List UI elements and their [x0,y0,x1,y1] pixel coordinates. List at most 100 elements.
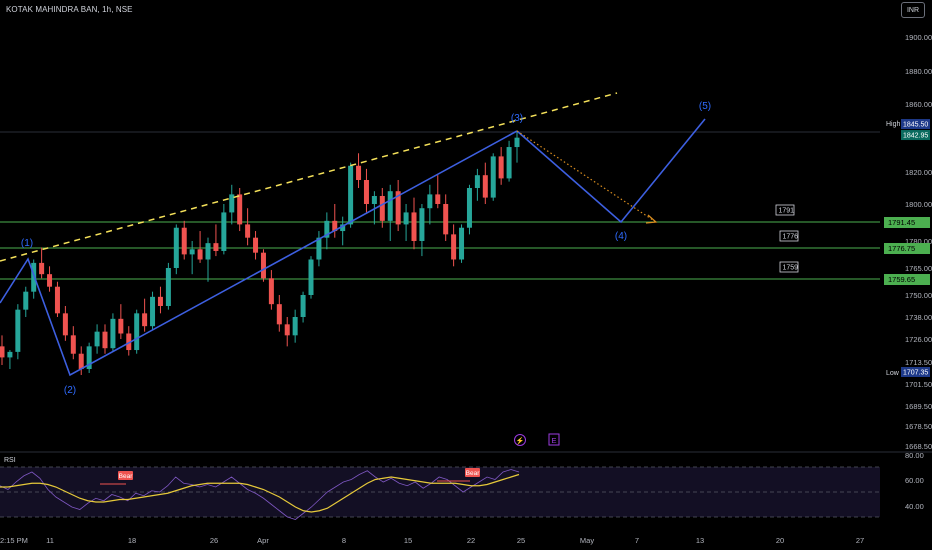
candle-body [165,268,171,306]
candle-body [189,249,195,255]
candle-body [205,243,211,260]
candle-body [324,220,330,238]
wave-label: (2) [64,385,76,396]
candle-body [150,296,156,327]
candle-body [284,324,290,336]
low-marker-badge [901,367,930,377]
candle-body [54,286,60,314]
wave-path [0,130,518,377]
candle-body [110,318,116,349]
candle-body [118,318,124,334]
candle-body [0,346,5,358]
candle-body [300,295,306,317]
time-tick-label: 11 [46,536,54,545]
level-axis-value: 1759.65 [888,275,915,284]
event-flash-icon: ⚡ [516,436,525,445]
price-tick-label: 1765.00 [905,264,932,273]
wave-label: (4) [615,231,627,242]
candle-body [498,156,504,179]
wave-label: (1) [21,238,33,249]
candle-body [466,188,472,228]
time-tick-label: 25 [517,536,525,545]
candle-body [181,227,187,255]
price-tick-label: 1800.00 [905,200,932,209]
candle-body [253,237,259,253]
bear-marker-label: Bear [466,470,481,477]
high-marker-badge [901,119,930,130]
bear-marker-badge [465,468,480,477]
time-tick-label: 2:15 PM [0,536,28,545]
candle-body [514,137,520,148]
rsi-ma-line [0,473,520,513]
candle-body [332,220,338,232]
candle-body [157,296,163,306]
price-tick-label: 1713.50 [905,358,932,367]
rsi-band-fill [0,467,880,517]
candle-body [94,331,100,347]
event-earnings-marker [548,433,560,446]
level-label: 1776 [783,234,799,241]
symbol-title[interactable]: KOTAK MAHINDRA BAN, 1h, NSE [6,5,133,14]
projected-dotted-path [516,130,657,223]
candle-body [348,165,354,225]
price-tick-label: 1880.00 [905,67,932,76]
candle-body [316,237,322,260]
level-label-box [779,230,799,242]
price-tick-label: 1738.00 [905,313,932,322]
level-label: 1791 [779,208,795,215]
price-tick-label: 1820.00 [905,168,932,177]
wave-label: (5) [699,101,711,112]
candle-body [237,194,243,225]
time-tick-label: 13 [696,536,704,545]
candle-body [474,175,480,188]
level-axis-badge [884,274,930,285]
currency-button[interactable]: INR [901,2,925,18]
candle-body [506,147,512,179]
time-tick-label: 26 [210,536,218,545]
candle-body [482,175,488,198]
price-tick-label: 1860.00 [905,100,932,109]
candle-body [70,335,76,354]
bear-marker-label: Bear [119,473,134,480]
price-tick-label: 1780.00 [905,237,932,246]
level-axis-badge [884,217,930,228]
price-tick-label: 1689.50 [905,402,932,411]
candle-body [427,194,433,209]
price-tick-label: 1726.00 [905,335,932,344]
wave-label: (3) [511,113,523,124]
candle-body [490,156,496,198]
price-tick-label: 1678.50 [905,422,932,431]
candle-body [213,243,219,251]
level-axis-value: 1791.45 [888,218,915,227]
candle-body [403,212,409,225]
candle-body [134,313,140,351]
bear-marker-badge [118,471,133,480]
high-marker-value: 1845.50 [903,122,928,129]
level-label-box [779,261,799,273]
candle-body [15,309,21,352]
rsi-line [0,469,520,520]
level-axis-badge [884,243,930,254]
candle-body [102,331,108,349]
candle-body [31,262,37,292]
low-marker-value: 1707.35 [903,370,928,377]
time-tick-label: Apr [257,536,269,545]
time-tick-label: 27 [856,536,864,545]
candle-body [340,224,346,232]
candle-body [395,191,401,225]
event-earnings-label: E [551,436,556,445]
candle-body [371,196,377,204]
price-tick-label: 1668.50 [905,442,932,451]
candle-body [23,291,29,310]
upper-channel-dashed-line [0,92,618,262]
level-axis-value: 1776.75 [888,244,915,253]
candle-body [435,194,441,204]
time-tick-label: 20 [776,536,784,545]
candle-body [459,227,465,260]
price-tick-label: 1701.50 [905,380,932,389]
candle-body [47,274,53,287]
candle-body [78,353,84,369]
candle-body [268,278,274,305]
candle-body [276,304,282,325]
